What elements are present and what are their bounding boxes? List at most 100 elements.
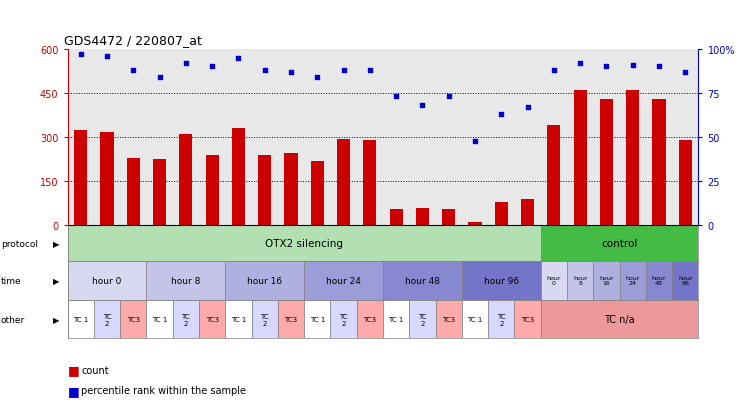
Text: hour
24: hour 24 bbox=[626, 275, 640, 286]
Bar bbox=[304, 300, 330, 339]
Point bbox=[601, 64, 613, 71]
Bar bbox=[593, 261, 620, 300]
Text: ▶: ▶ bbox=[53, 315, 59, 324]
Bar bbox=[225, 261, 304, 300]
Bar bbox=[153, 160, 166, 226]
Bar bbox=[278, 300, 304, 339]
Text: ■: ■ bbox=[68, 363, 80, 376]
Text: TC 1: TC 1 bbox=[309, 316, 325, 322]
Bar bbox=[600, 100, 613, 226]
Bar bbox=[541, 300, 698, 339]
Text: protocol: protocol bbox=[1, 239, 38, 248]
Point bbox=[364, 67, 376, 74]
Point bbox=[416, 103, 428, 109]
Text: hour
96: hour 96 bbox=[678, 275, 692, 286]
Bar bbox=[416, 208, 429, 226]
Text: percentile rank within the sample: percentile rank within the sample bbox=[81, 385, 246, 395]
Bar bbox=[68, 226, 541, 261]
Text: TC
2: TC 2 bbox=[103, 313, 111, 326]
Text: hour 96: hour 96 bbox=[484, 276, 519, 285]
Bar bbox=[653, 100, 665, 226]
Text: TC 1: TC 1 bbox=[467, 316, 483, 322]
Point bbox=[206, 64, 219, 71]
Bar bbox=[68, 261, 146, 300]
Text: TC 1: TC 1 bbox=[73, 316, 89, 322]
Point bbox=[312, 74, 324, 81]
Bar bbox=[199, 300, 225, 339]
Bar bbox=[330, 300, 357, 339]
Bar bbox=[68, 300, 94, 339]
Text: hour 0: hour 0 bbox=[92, 276, 122, 285]
Bar bbox=[357, 300, 383, 339]
Bar bbox=[101, 133, 113, 226]
Text: TC3: TC3 bbox=[285, 316, 297, 322]
Bar bbox=[679, 141, 692, 226]
Bar bbox=[672, 261, 698, 300]
Bar bbox=[127, 158, 140, 226]
Bar bbox=[620, 261, 646, 300]
Bar bbox=[311, 161, 324, 226]
Bar bbox=[94, 300, 120, 339]
Text: TC 1: TC 1 bbox=[388, 316, 404, 322]
Text: ■: ■ bbox=[68, 384, 80, 397]
Text: TC3: TC3 bbox=[127, 316, 140, 322]
Bar bbox=[567, 261, 593, 300]
Bar bbox=[337, 139, 350, 226]
Text: ▶: ▶ bbox=[53, 276, 59, 285]
Point bbox=[338, 67, 350, 74]
Point bbox=[154, 74, 166, 81]
Text: count: count bbox=[81, 365, 109, 375]
Text: TC3: TC3 bbox=[206, 316, 219, 322]
Point bbox=[258, 67, 271, 74]
Text: hour
8: hour 8 bbox=[573, 275, 587, 286]
Point bbox=[101, 53, 113, 60]
Text: hour 48: hour 48 bbox=[405, 276, 440, 285]
Bar bbox=[383, 300, 409, 339]
Bar bbox=[488, 300, 514, 339]
Point bbox=[679, 69, 691, 76]
Bar bbox=[258, 155, 271, 226]
Bar bbox=[469, 223, 481, 226]
Text: hour 16: hour 16 bbox=[247, 276, 282, 285]
Text: TC
2: TC 2 bbox=[261, 313, 269, 326]
Bar bbox=[495, 202, 508, 226]
Bar bbox=[521, 199, 534, 226]
Bar bbox=[626, 91, 639, 226]
Point bbox=[575, 60, 587, 67]
Bar bbox=[120, 300, 146, 339]
Bar bbox=[541, 261, 567, 300]
Text: TC 1: TC 1 bbox=[152, 316, 167, 322]
Bar bbox=[574, 91, 587, 226]
Point bbox=[548, 67, 560, 74]
Bar bbox=[541, 226, 698, 261]
Point bbox=[233, 55, 245, 62]
Point bbox=[521, 104, 533, 111]
Text: hour
16: hour 16 bbox=[599, 275, 614, 286]
Text: TC
2: TC 2 bbox=[182, 313, 190, 326]
Bar bbox=[285, 154, 297, 226]
Point bbox=[180, 60, 192, 67]
Bar bbox=[383, 261, 462, 300]
Bar bbox=[462, 261, 541, 300]
Bar bbox=[146, 261, 225, 300]
Bar bbox=[514, 300, 541, 339]
Text: TC3: TC3 bbox=[521, 316, 534, 322]
Point bbox=[653, 64, 665, 71]
Text: TC
2: TC 2 bbox=[418, 313, 427, 326]
Bar bbox=[252, 300, 278, 339]
Bar bbox=[225, 300, 252, 339]
Bar bbox=[179, 135, 192, 226]
Text: GDS4472 / 220807_at: GDS4472 / 220807_at bbox=[65, 34, 202, 47]
Bar bbox=[409, 300, 436, 339]
Text: hour 8: hour 8 bbox=[171, 276, 201, 285]
Text: TC3: TC3 bbox=[442, 316, 455, 322]
Text: hour 24: hour 24 bbox=[326, 276, 361, 285]
Bar bbox=[646, 261, 672, 300]
Text: TC
2: TC 2 bbox=[497, 313, 505, 326]
Text: hour
48: hour 48 bbox=[652, 275, 666, 286]
Text: control: control bbox=[602, 238, 638, 249]
Text: other: other bbox=[1, 315, 25, 324]
Bar bbox=[173, 300, 199, 339]
Point bbox=[496, 112, 508, 118]
Text: time: time bbox=[1, 276, 21, 285]
